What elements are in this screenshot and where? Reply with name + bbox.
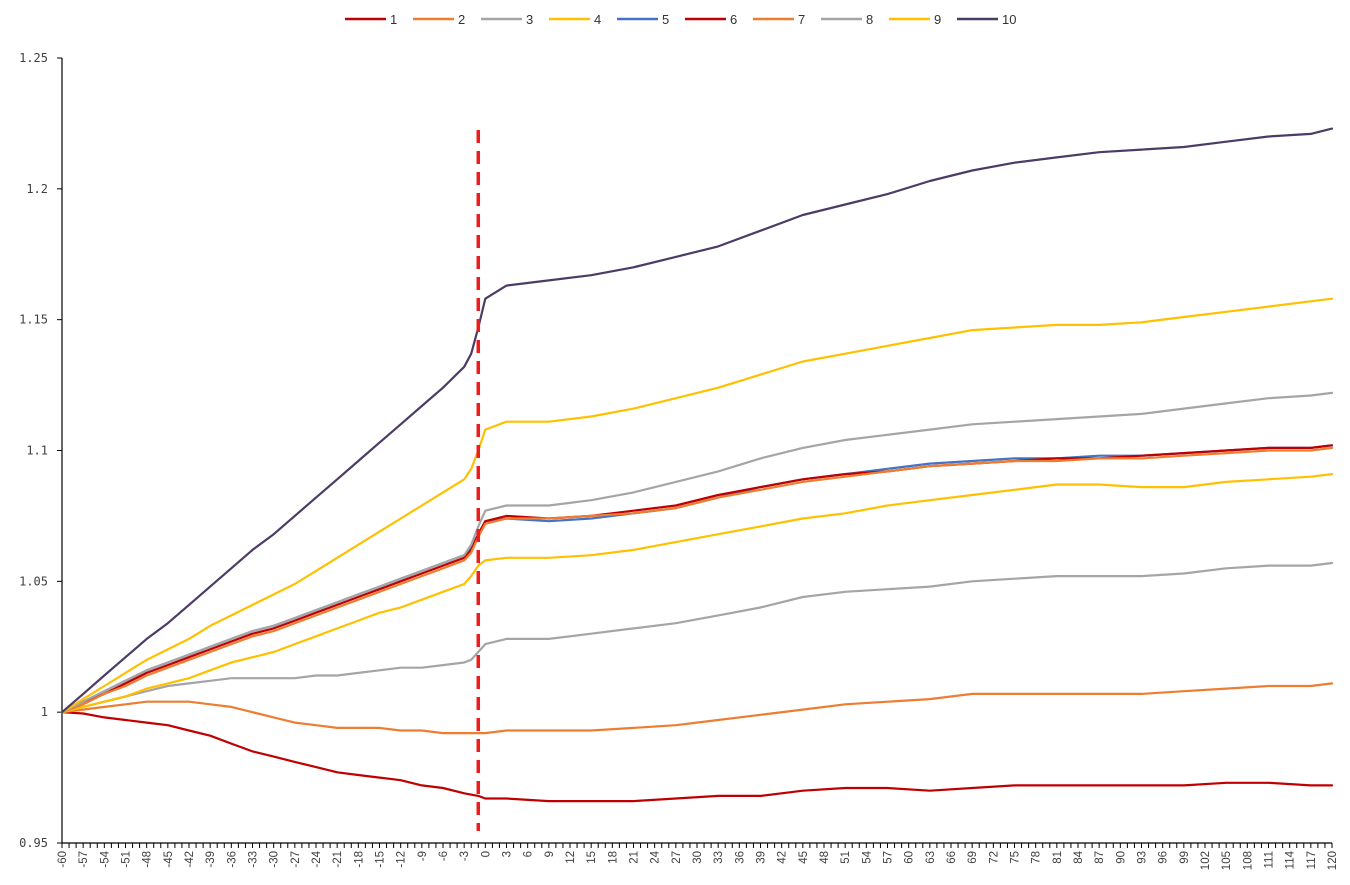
x-tick-label: 75 bbox=[1010, 851, 1022, 864]
y-tick-label: 1.2 bbox=[26, 182, 48, 196]
y-tick-label: 1.15 bbox=[19, 313, 48, 327]
x-tick-label: 51 bbox=[840, 851, 852, 864]
x-tick-label: 93 bbox=[1137, 851, 1149, 864]
x-tick-label: 111 bbox=[1264, 851, 1276, 868]
x-tick-label: 105 bbox=[1221, 851, 1233, 870]
x-tick-label: 117 bbox=[1306, 851, 1318, 869]
x-tick-label: 63 bbox=[925, 851, 937, 864]
series-line-3 bbox=[60, 561, 1334, 714]
series-line-4 bbox=[60, 473, 1334, 714]
x-tick-label: 54 bbox=[861, 850, 873, 863]
x-tick-label: -24 bbox=[311, 850, 323, 867]
x-tick-label: -42 bbox=[184, 851, 196, 868]
x-tick-label: 6 bbox=[523, 851, 535, 857]
x-tick-label: 30 bbox=[692, 851, 704, 864]
legend-label-6: 6 bbox=[730, 12, 737, 27]
legend-label-3: 3 bbox=[526, 12, 533, 27]
x-tick-label: 27 bbox=[671, 851, 683, 864]
x-tick-label: 45 bbox=[798, 851, 810, 864]
x-tick-label: -21 bbox=[332, 851, 344, 868]
series-line-9 bbox=[60, 297, 1334, 714]
x-tick-label: -39 bbox=[205, 851, 217, 868]
x-tick-label: 81 bbox=[1052, 851, 1064, 864]
x-tick-label: 24 bbox=[650, 850, 662, 863]
legend-label-8: 8 bbox=[866, 12, 873, 27]
legend-label-2: 2 bbox=[458, 12, 465, 27]
x-tick-label: -3 bbox=[459, 851, 471, 861]
x-tick-label: -6 bbox=[438, 851, 450, 861]
legend-label-7: 7 bbox=[798, 12, 805, 27]
x-tick-label: 87 bbox=[1094, 851, 1106, 864]
x-tick-label: 0 bbox=[480, 851, 492, 857]
series-line-7 bbox=[60, 446, 1334, 714]
x-tick-label: 39 bbox=[756, 851, 768, 864]
x-tick-label: 48 bbox=[819, 851, 831, 864]
legend: 1 2 3 4 5 6 7 8 9 10 bbox=[345, 12, 1016, 27]
x-tick-label: 69 bbox=[967, 851, 979, 864]
x-tick-label: -60 bbox=[57, 851, 69, 868]
x-tick-label: -18 bbox=[353, 851, 365, 868]
x-tick-label: 60 bbox=[904, 851, 916, 864]
x-tick-label: -12 bbox=[396, 851, 408, 868]
legend-label-5: 5 bbox=[662, 12, 669, 27]
x-tick-label: 99 bbox=[1179, 851, 1191, 864]
series-layer bbox=[60, 127, 1334, 803]
x-tick-label: 9 bbox=[544, 851, 556, 857]
y-tick-label: 1.1 bbox=[26, 444, 48, 458]
legend-label-1: 1 bbox=[390, 12, 397, 27]
x-tick-label: -57 bbox=[78, 851, 90, 868]
x-tick-label: -27 bbox=[290, 851, 302, 868]
series-line-1 bbox=[60, 711, 1334, 803]
x-tick-label: 72 bbox=[988, 851, 1000, 864]
y-tick-label: 0.95 bbox=[19, 836, 48, 850]
series-line-6 bbox=[60, 444, 1334, 714]
y-tick-label: 1.05 bbox=[19, 574, 48, 588]
y-tick-label: 1.25 bbox=[19, 51, 48, 65]
x-tick-label: -30 bbox=[269, 851, 281, 868]
x-tick-label: 3 bbox=[502, 851, 514, 857]
x-tick-label: 36 bbox=[734, 851, 746, 864]
x-tick-label: 42 bbox=[777, 851, 789, 864]
x-tick-label: -54 bbox=[99, 850, 111, 867]
x-tick-label: 15 bbox=[586, 851, 598, 864]
legend-label-9: 9 bbox=[934, 12, 941, 27]
x-tick-label: -15 bbox=[375, 851, 387, 868]
x-tick-label: -9 bbox=[417, 851, 429, 861]
series-line-5 bbox=[60, 444, 1334, 714]
x-tick-label: 84 bbox=[1073, 850, 1085, 863]
series-line-8 bbox=[60, 391, 1334, 714]
x-tick-label: 33 bbox=[713, 851, 725, 864]
x-tick-label: -48 bbox=[142, 851, 154, 868]
x-tick-label: 96 bbox=[1158, 851, 1170, 864]
series-line-2 bbox=[60, 682, 1334, 735]
x-tick-label: 18 bbox=[607, 851, 619, 864]
x-tick-label: -36 bbox=[226, 851, 238, 868]
legend-label-10: 10 bbox=[1002, 12, 1016, 27]
x-tick-label: -33 bbox=[248, 851, 260, 868]
x-tick-label: 102 bbox=[1200, 851, 1212, 870]
x-tick-label: 90 bbox=[1115, 851, 1127, 864]
x-tick-label: 21 bbox=[629, 851, 641, 864]
x-tick-label: 114 bbox=[1285, 850, 1297, 869]
y-tick-label: 1 bbox=[41, 705, 48, 719]
x-tick-label: -45 bbox=[163, 851, 175, 868]
series-line-10 bbox=[60, 127, 1334, 714]
legend-label-4: 4 bbox=[594, 12, 601, 27]
x-tick-label: -51 bbox=[121, 851, 133, 868]
x-tick-label: 12 bbox=[565, 851, 577, 864]
x-tick-label: 66 bbox=[946, 851, 958, 864]
x-tick-label: 108 bbox=[1242, 851, 1254, 870]
x-tick-label: 78 bbox=[1031, 851, 1043, 864]
x-tick-label: 57 bbox=[883, 851, 895, 864]
x-tick-label: 120 bbox=[1327, 851, 1339, 870]
